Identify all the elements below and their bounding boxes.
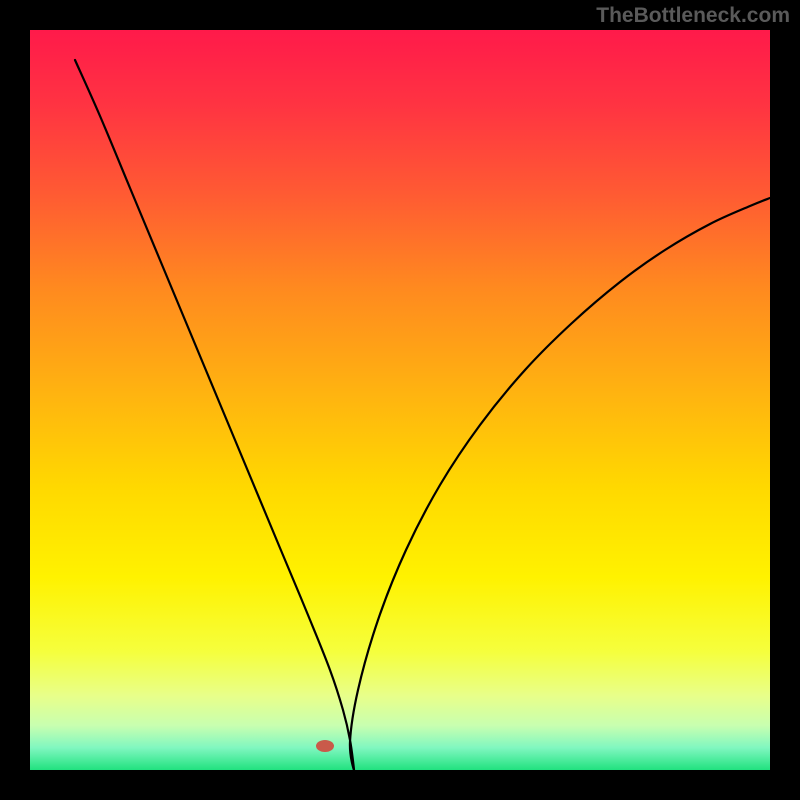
plot-area bbox=[30, 30, 770, 770]
chart-frame: TheBottleneck.com bbox=[0, 0, 800, 800]
minimum-marker bbox=[316, 740, 334, 752]
watermark-text: TheBottleneck.com bbox=[596, 4, 790, 28]
bottleneck-curve bbox=[75, 60, 770, 770]
curve-svg bbox=[30, 30, 770, 770]
